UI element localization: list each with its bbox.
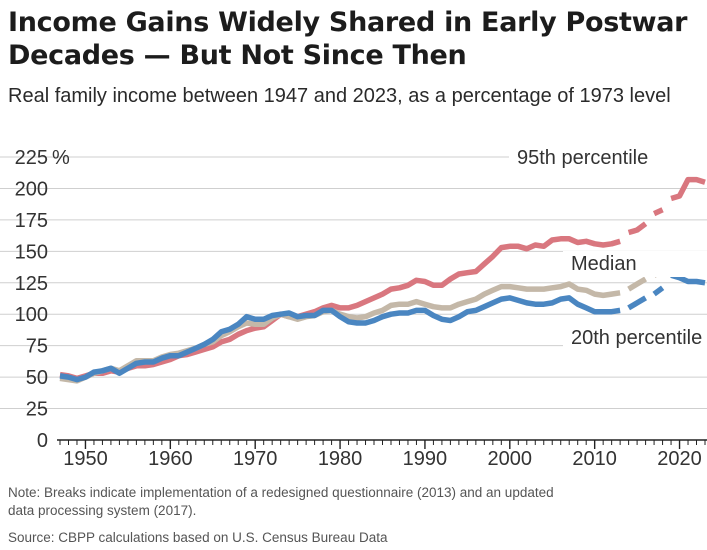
chart-subtitle: Real family income between 1947 and 2023… — [8, 85, 671, 107]
series-line-95th-percentile — [670, 176, 706, 202]
y-axis-unit: % — [52, 147, 70, 169]
chart-source: Source: CBPP calculations based on U.S. … — [8, 530, 388, 545]
x-tick-label: 2000 — [488, 448, 533, 470]
series-lines — [59, 176, 706, 384]
x-tick-label: 1960 — [148, 448, 193, 470]
series-label: Median — [571, 253, 637, 275]
series-line-95th-percentile — [59, 236, 621, 382]
series-label: 20th percentile — [571, 327, 702, 349]
series-label-background — [563, 251, 707, 277]
chart-title: Income Gains Widely Shared in Early Post… — [8, 7, 688, 71]
y-tick-label: 175 — [15, 210, 48, 232]
x-axis: 1950 1960 1970 1980 1990 2000 2010 2020 — [57, 439, 707, 470]
series-line-95th-percentile — [627, 221, 648, 236]
y-tick-label: 200 — [15, 178, 48, 200]
x-tick-label: 1980 — [318, 448, 363, 470]
y-tick-label: 50 — [26, 367, 48, 389]
y-tick-label: 100 — [15, 304, 48, 326]
series-line-95th-percentile — [652, 207, 664, 217]
series-line-20th-percentile — [627, 295, 647, 311]
x-tick-label: 2020 — [657, 448, 702, 470]
series-label-background — [509, 145, 707, 171]
y-tick-label: 225 — [15, 147, 48, 169]
x-tick-label: 1990 — [403, 448, 448, 470]
x-tick-label: 2010 — [572, 448, 617, 470]
y-tick-label: 25 — [26, 399, 48, 421]
y-tick-label: 0 — [37, 430, 48, 452]
series-label: 95th percentile — [517, 147, 648, 169]
series-line-median — [627, 276, 647, 292]
chart-note: Note: Breaks indicate implementation of … — [8, 485, 554, 518]
y-axis-tick-labels: 0 25 50 75 100 125 150 175 200 225% — [15, 147, 70, 452]
x-tick-label: 1950 — [63, 448, 108, 470]
y-tick-label: 125 — [15, 273, 48, 295]
series-line-20th-percentile — [652, 285, 665, 297]
series-label-background — [563, 325, 707, 351]
x-tick-label: 1970 — [233, 448, 278, 470]
series-labels: 95th percentile Median 20th percentile — [509, 145, 707, 351]
y-tick-label: 75 — [26, 336, 48, 358]
series-line-20th-percentile — [59, 295, 621, 383]
y-tick-label: 150 — [15, 241, 48, 263]
